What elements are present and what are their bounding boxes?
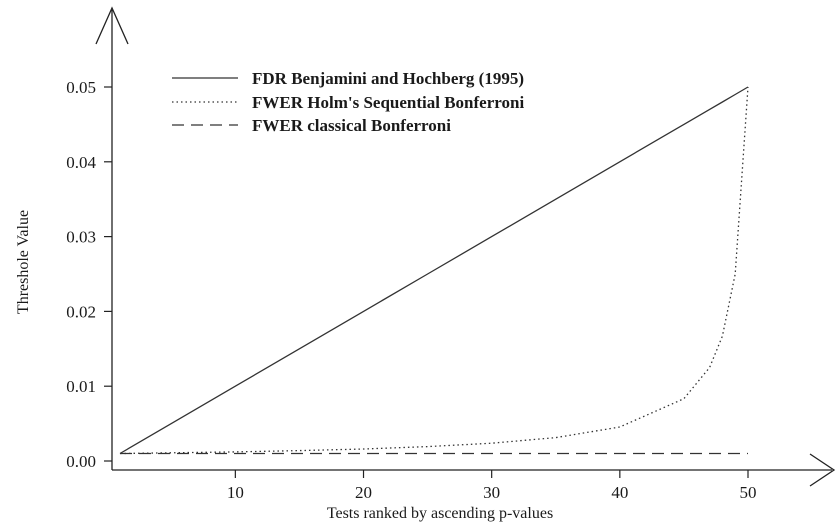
y-ticks: 0.00 0.01 0.02 0.03 0.04 0.05 bbox=[66, 78, 112, 471]
series-layer bbox=[119, 86, 749, 455]
x-axis-arrow bbox=[809, 453, 836, 487]
y-tick-label: 0.03 bbox=[66, 228, 96, 247]
x-tick-label: 10 bbox=[227, 483, 244, 502]
y-tick-label: 0.02 bbox=[66, 302, 96, 321]
legend: FDR Benjamini and Hochberg (1995) FWER H… bbox=[172, 69, 524, 135]
y-tick-label: 0.01 bbox=[66, 377, 96, 396]
x-ticks: 10 20 30 40 50 bbox=[227, 470, 757, 502]
x-tick-label: 30 bbox=[483, 483, 500, 502]
legend-label-bonferroni: FWER classical Bonferroni bbox=[252, 116, 451, 135]
x-axis-title: Tests ranked by ascending p-values bbox=[327, 505, 553, 522]
x-tick-label: 40 bbox=[611, 483, 628, 502]
legend-label-fdr: FDR Benjamini and Hochberg (1995) bbox=[252, 69, 524, 88]
series-holm-line bbox=[119, 86, 749, 455]
y-tick-label: 0.00 bbox=[66, 452, 96, 471]
y-tick-label: 0.05 bbox=[66, 78, 96, 97]
x-tick-label: 50 bbox=[740, 483, 757, 502]
x-tick-label: 20 bbox=[355, 483, 372, 502]
y-tick-label: 0.04 bbox=[66, 153, 96, 172]
series-fdr-line bbox=[119, 86, 749, 455]
y-axis-arrow bbox=[95, 6, 129, 45]
legend-label-holm: FWER Holm's Sequential Bonferroni bbox=[252, 93, 524, 112]
y-axis-title: Threshole Value bbox=[15, 210, 32, 314]
